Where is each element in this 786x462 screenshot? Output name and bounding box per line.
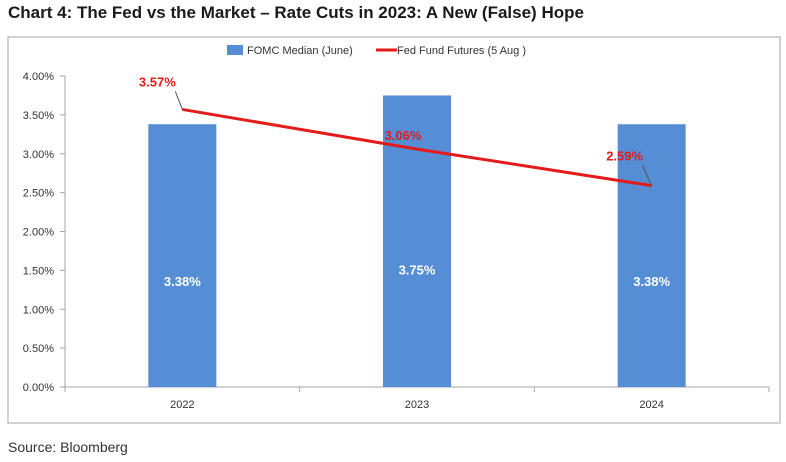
y-tick-label: 3.50% — [23, 110, 54, 122]
y-tick-label: 0.50% — [23, 343, 54, 355]
legend-swatch-bar — [227, 45, 243, 55]
y-tick-label: 3.00% — [23, 149, 54, 161]
line-series — [182, 107, 652, 188]
label-leader — [642, 165, 653, 186]
bar-series — [148, 95, 686, 387]
y-tick-label: 1.00% — [23, 304, 54, 316]
source-note: Source: Bloomberg — [8, 439, 128, 455]
y-tick-label: 0.00% — [23, 382, 54, 394]
label-leader — [174, 91, 183, 110]
bar-data-label: 3.75% — [399, 262, 436, 277]
legend: FOMC Median (June) Fed Fund Futures (5 Au… — [227, 45, 526, 57]
x-tick-label: 2022 — [170, 399, 194, 411]
bar — [148, 124, 217, 387]
line-data-label: 2.59% — [606, 149, 643, 164]
data-labels: 3.38% 3.75% 3.38% 3.57% 3.06% 2.59% — [139, 74, 671, 288]
legend-label-line: Fed Fund Futures (5 Aug ) — [397, 45, 526, 57]
y-tick-label: 4.00% — [23, 71, 54, 83]
y-tick-label: 2.50% — [23, 188, 54, 200]
bar-data-label: 3.38% — [633, 274, 670, 289]
y-tick-label: 2.00% — [23, 227, 54, 239]
chart-title: Chart 4: The Fed vs the Market – Rate Cu… — [8, 3, 584, 22]
bar — [617, 124, 686, 387]
line-data-label: 3.06% — [385, 128, 422, 143]
line-path — [182, 107, 652, 188]
y-tick-label: 1.50% — [23, 265, 54, 277]
x-tick-label: 2024 — [639, 399, 663, 411]
bar-data-label: 3.38% — [164, 274, 201, 289]
line-data-label: 3.57% — [139, 74, 176, 89]
x-tick-label: 2023 — [405, 399, 429, 411]
legend-label-bar: FOMC Median (June) — [247, 45, 353, 57]
